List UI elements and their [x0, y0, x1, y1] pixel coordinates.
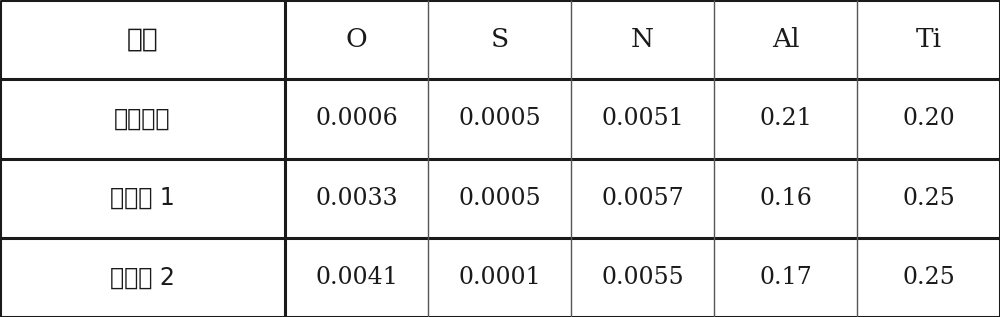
- Text: S: S: [490, 27, 509, 52]
- Text: 0.25: 0.25: [902, 266, 955, 289]
- Text: O: O: [346, 27, 367, 52]
- Text: 0.0051: 0.0051: [601, 107, 684, 130]
- Text: 对比例 1: 对比例 1: [110, 186, 175, 210]
- Text: Al: Al: [772, 27, 799, 52]
- Text: 0.0041: 0.0041: [315, 266, 398, 289]
- Text: 0.0005: 0.0005: [458, 187, 541, 210]
- Text: 0.20: 0.20: [902, 107, 955, 130]
- Text: 0.17: 0.17: [759, 266, 812, 289]
- Text: 对比例 2: 对比例 2: [110, 265, 175, 289]
- Text: 0.0055: 0.0055: [601, 266, 684, 289]
- Text: 0.0001: 0.0001: [458, 266, 541, 289]
- Text: 0.16: 0.16: [759, 187, 812, 210]
- Text: 0.0033: 0.0033: [315, 187, 398, 210]
- Text: Ti: Ti: [915, 27, 942, 52]
- Text: 元素: 元素: [127, 27, 158, 53]
- Text: 0.0005: 0.0005: [458, 107, 541, 130]
- Text: 0.21: 0.21: [759, 107, 812, 130]
- Text: N: N: [631, 27, 654, 52]
- Text: 0.0057: 0.0057: [601, 187, 684, 210]
- Text: 0.25: 0.25: [902, 187, 955, 210]
- Text: 0.0006: 0.0006: [315, 107, 398, 130]
- Text: 重熳电极: 重熳电极: [114, 107, 171, 131]
